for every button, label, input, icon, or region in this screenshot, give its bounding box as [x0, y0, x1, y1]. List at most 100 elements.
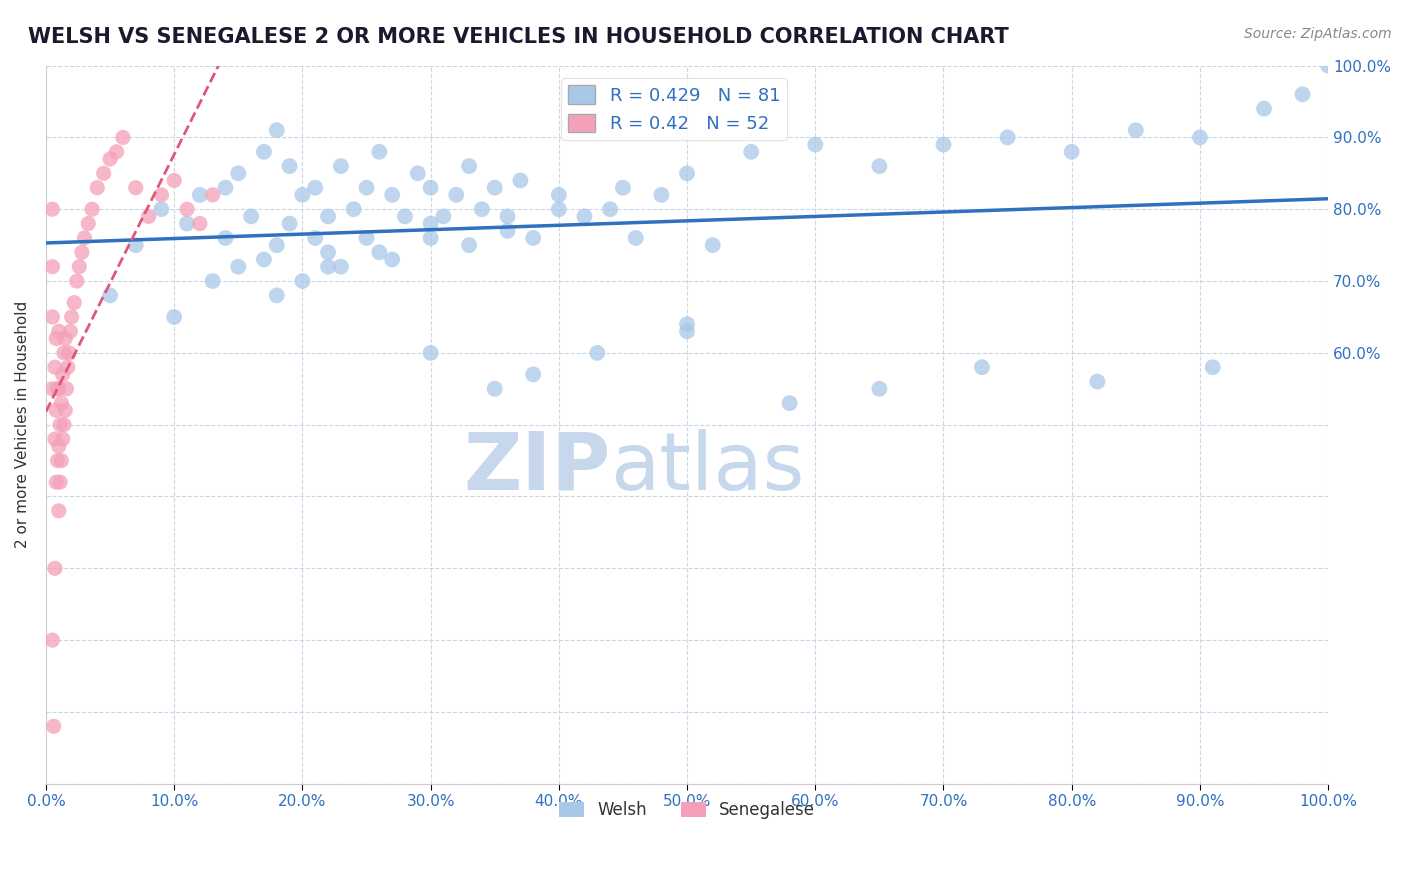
Point [574, 210, 596, 224]
Point [740, 145, 762, 159]
Point [42, 719, 65, 733]
Point [214, 231, 236, 245]
Point [60, 310, 83, 324]
Point [41, 260, 63, 274]
Point [70, 245, 93, 260]
Point [1317, 59, 1340, 73]
Point [73, 231, 96, 245]
Point [63, 295, 86, 310]
Point [522, 231, 544, 245]
Point [779, 396, 801, 410]
Point [163, 173, 186, 187]
Point [381, 187, 404, 202]
Text: Source: ZipAtlas.com: Source: ZipAtlas.com [1244, 27, 1392, 41]
Point [98, 288, 121, 302]
Point [316, 260, 339, 274]
Point [356, 180, 378, 194]
Point [419, 217, 441, 231]
Point [41, 633, 63, 648]
Point [997, 130, 1019, 145]
Point [868, 382, 890, 396]
Point [41, 382, 63, 396]
Point [44, 432, 66, 446]
Point [240, 210, 263, 224]
Point [125, 238, 148, 252]
Point [52, 432, 75, 446]
Point [547, 187, 569, 202]
Point [676, 324, 699, 338]
Point [45, 331, 67, 345]
Point [304, 180, 326, 194]
Point [368, 145, 391, 159]
Point [52, 368, 75, 382]
Point [419, 180, 441, 194]
Point [458, 238, 481, 252]
Point [150, 202, 173, 217]
Point [105, 145, 128, 159]
Point [599, 202, 621, 217]
Point [1291, 87, 1313, 102]
Point [45, 475, 67, 489]
Point [53, 331, 76, 345]
Point [702, 238, 724, 252]
Point [458, 159, 481, 173]
Point [522, 368, 544, 382]
Point [226, 260, 249, 274]
Point [58, 346, 80, 360]
Point [343, 202, 366, 217]
Point [51, 396, 73, 410]
Point [266, 123, 288, 137]
Point [419, 231, 441, 245]
Point [356, 231, 378, 245]
Point [266, 288, 288, 302]
Point [1060, 145, 1083, 159]
Point [266, 238, 288, 252]
Point [176, 217, 198, 231]
Point [471, 202, 494, 217]
Point [1188, 130, 1211, 145]
Point [446, 187, 468, 202]
Point [381, 252, 404, 267]
Point [150, 187, 173, 202]
Point [46, 453, 69, 467]
Y-axis label: 2 or more Vehicles in Household: 2 or more Vehicles in Household [15, 301, 30, 549]
Point [496, 224, 519, 238]
Point [1125, 123, 1147, 137]
Point [45, 403, 67, 417]
Point [1085, 375, 1108, 389]
Point [41, 202, 63, 217]
Point [624, 231, 647, 245]
Point [48, 382, 70, 396]
Point [48, 439, 70, 453]
Point [138, 210, 160, 224]
Point [278, 217, 301, 231]
Point [329, 260, 352, 274]
Point [676, 166, 699, 180]
Point [49, 475, 72, 489]
Point [86, 180, 108, 194]
Point [406, 166, 429, 180]
Point [125, 180, 148, 194]
Point [419, 346, 441, 360]
Point [394, 210, 416, 224]
Point [316, 210, 339, 224]
Point [201, 187, 224, 202]
Point [55, 382, 77, 396]
Point [932, 137, 955, 152]
Point [676, 317, 699, 331]
Point [291, 274, 314, 288]
Point [278, 159, 301, 173]
Point [56, 360, 79, 375]
Point [804, 137, 827, 152]
Point [53, 403, 76, 417]
Point [253, 145, 276, 159]
Point [44, 360, 66, 375]
Point [51, 453, 73, 467]
Point [163, 310, 186, 324]
Text: WELSH VS SENEGALESE 2 OR MORE VEHICLES IN HOUSEHOLD CORRELATION CHART: WELSH VS SENEGALESE 2 OR MORE VEHICLES I… [28, 27, 1010, 46]
Point [304, 231, 326, 245]
Point [201, 274, 224, 288]
Point [329, 159, 352, 173]
Point [93, 166, 115, 180]
Point [82, 202, 104, 217]
